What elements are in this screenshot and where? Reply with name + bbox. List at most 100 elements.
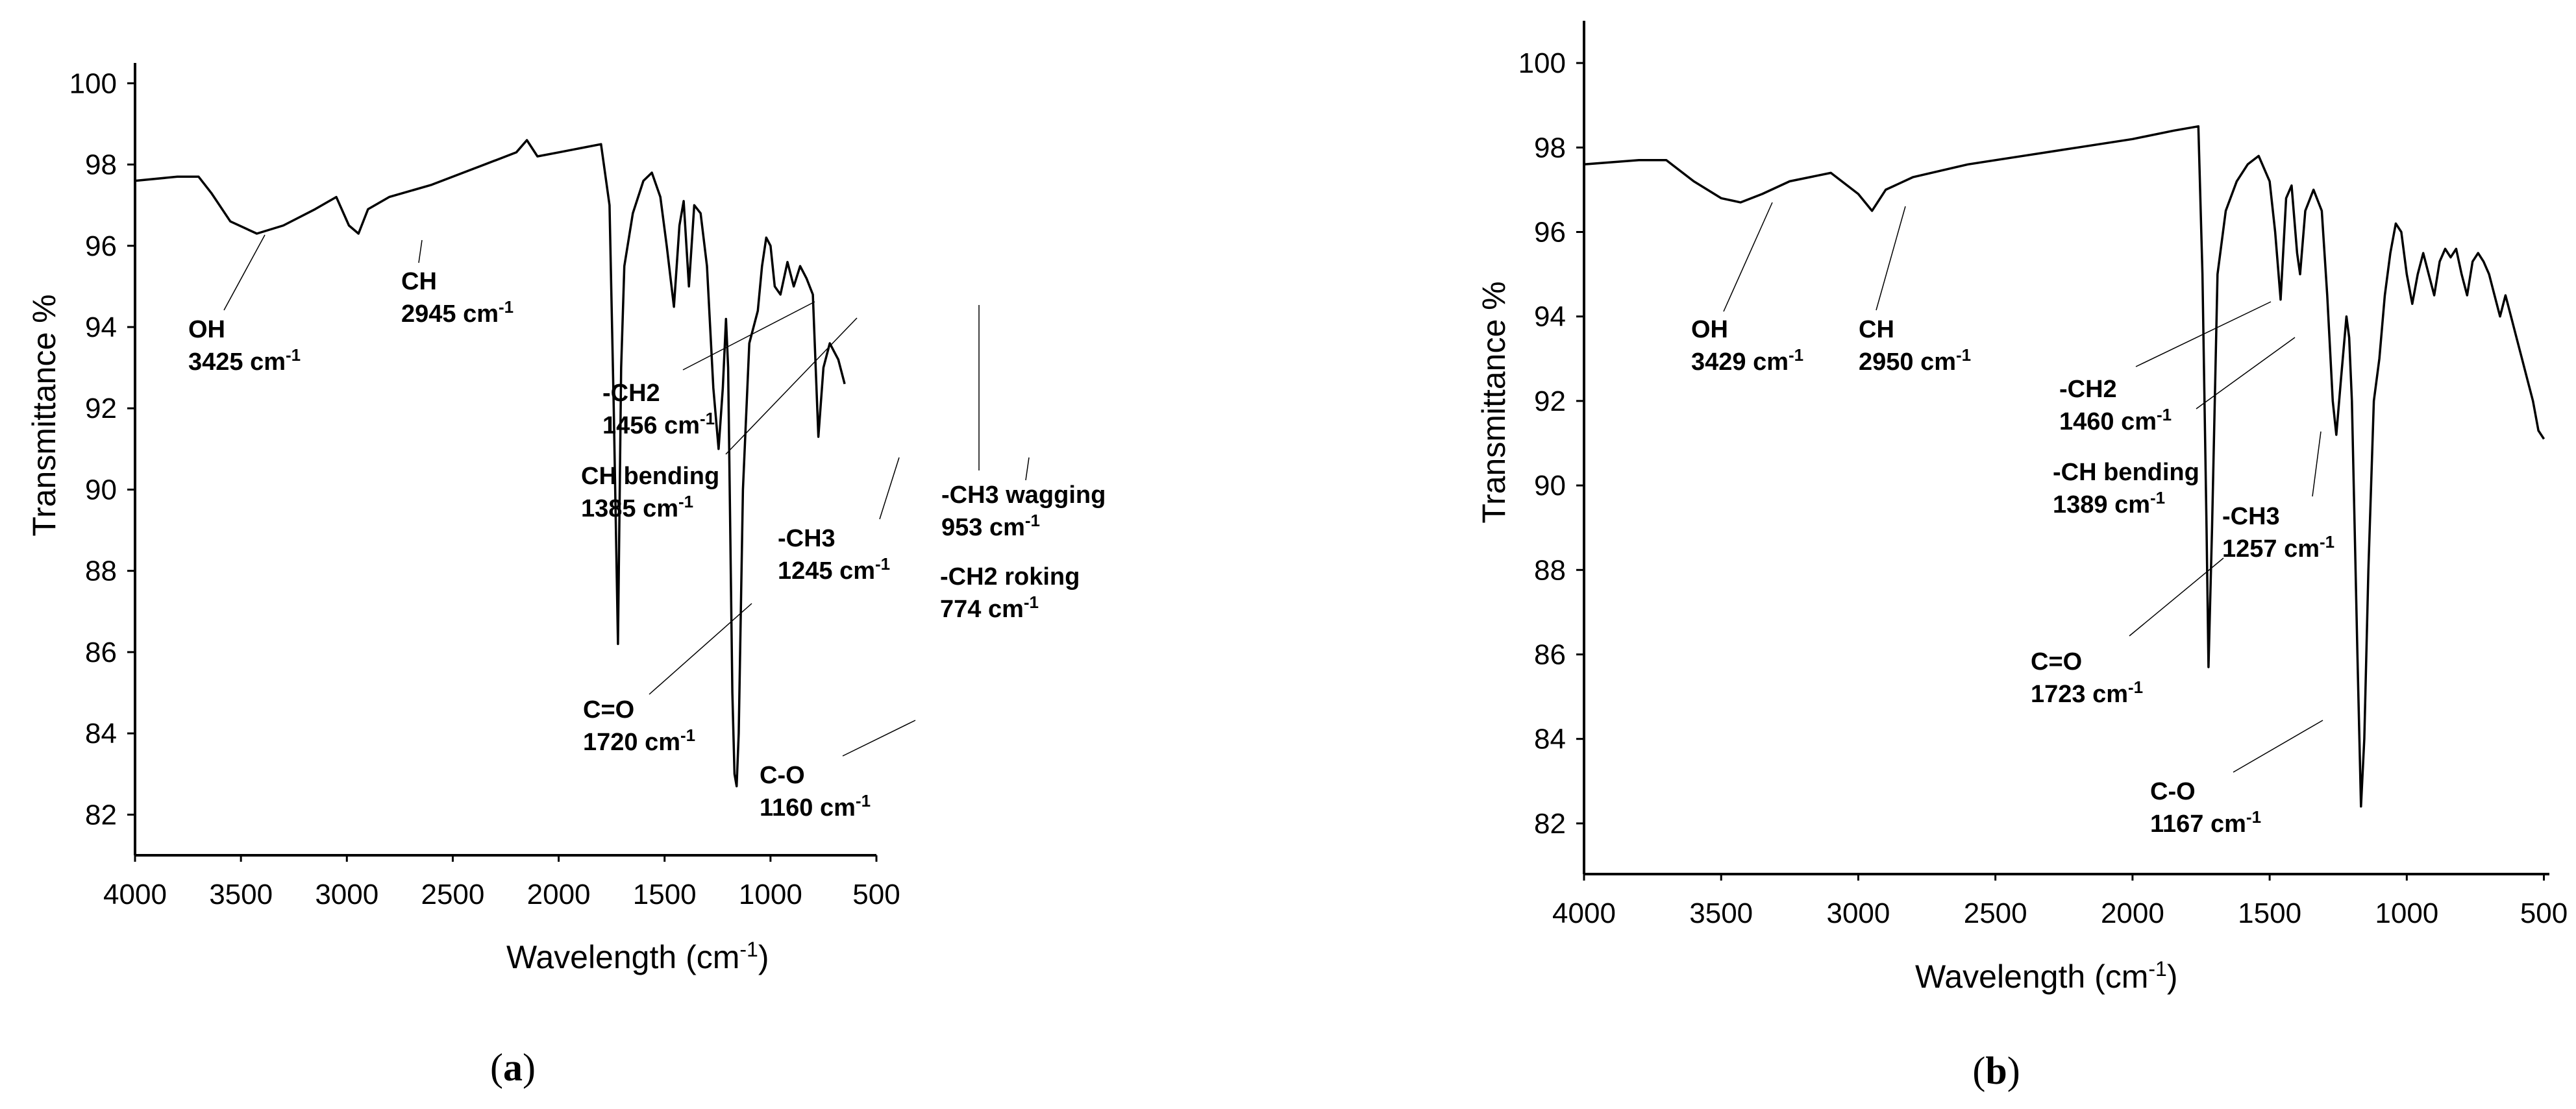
annotation-wavenumber-value: 2945 cm: [401, 300, 499, 328]
annotation-leader-line: [2135, 301, 2272, 367]
x-tick-label: 3500: [209, 879, 273, 910]
annotation-wavenumber: 774 cm-1: [940, 592, 1039, 623]
x-tick-label: 3500: [1689, 897, 1753, 929]
annotation-wavenumber: 1385 cm-1: [581, 492, 693, 522]
y-tick-label: 88: [1534, 554, 1566, 586]
annotation-leader-line: [725, 317, 858, 455]
annotation-label: -CH3: [2222, 503, 2280, 530]
y-tick-label: 90: [85, 474, 117, 506]
annotation-label: OH: [188, 316, 225, 343]
annotation-wavenumber-value: 1245 cm: [778, 557, 875, 585]
annotation-wavenumber-sup: -1: [2128, 677, 2143, 697]
annotation-leader-line: [879, 457, 900, 520]
annotation-wavenumber-value: 1385 cm: [581, 495, 678, 522]
y-tick-label: 100: [1518, 47, 1566, 79]
annotation-wavenumber-sup: -1: [2320, 532, 2334, 552]
annotation-wavenumber-sup: -1: [680, 725, 695, 745]
annotation-label: C=O: [583, 696, 634, 724]
spectrum-line: [1583, 125, 2545, 808]
annotation-wavenumber-value: 3425 cm: [188, 348, 286, 376]
annotation-label: CH: [1859, 316, 1894, 343]
annotation-wavenumber-sup: -1: [2150, 488, 2165, 507]
annotation-leader-line: [223, 234, 266, 311]
annotation-leader-line: [682, 301, 815, 371]
annotation-leader-line: [842, 720, 916, 757]
y-tick-label: 86: [1534, 639, 1566, 670]
annotation-wavenumber: 1456 cm-1: [602, 409, 715, 439]
annotation-wavenumber-value: 1456 cm: [602, 412, 700, 439]
y-tick-label: 98: [85, 149, 117, 181]
y-tick-label: 82: [85, 799, 117, 831]
annotation-wavenumber: 3429 cm-1: [1691, 345, 1803, 376]
panel-label-letter: a: [503, 1046, 523, 1089]
annotation-wavenumber-sup: -1: [499, 297, 514, 317]
annotation-wavenumber-sup: -1: [856, 791, 871, 810]
annotation-wavenumber-sup: -1: [1024, 592, 1039, 612]
annotation-leader-line: [649, 603, 752, 695]
annotation-leader-line: [1876, 206, 1906, 311]
annotation-wavenumber-sup: -1: [700, 409, 715, 428]
annotation-wavenumber: 3425 cm-1: [188, 345, 301, 376]
y-tick-label: 96: [85, 230, 117, 262]
x-tick-label: 1000: [2375, 897, 2438, 929]
panel-label-open: (: [490, 1046, 503, 1089]
annotation-wavenumber-value: 2950 cm: [1859, 348, 1956, 376]
annotation-label: -CH2 roking: [940, 563, 1080, 591]
x-tick-label: 500: [2520, 897, 2568, 929]
panel-label-open: (: [1972, 1049, 1985, 1092]
annotation-wavenumber-sup: -1: [875, 554, 890, 574]
annotation-wavenumber: 1160 cm-1: [760, 791, 871, 822]
x-tick-label: 2000: [527, 879, 591, 910]
panel-label: (b): [1972, 1049, 2020, 1092]
x-axis-title-main: Wavelength (cm: [506, 939, 739, 975]
x-axis-title-main: Wavelength (cm: [1915, 958, 2148, 995]
annotation-wavenumber: 953 cm-1: [941, 511, 1040, 541]
annotation-label: C-O: [760, 762, 805, 789]
y-tick-label: 84: [85, 718, 117, 749]
x-tick-label: 3000: [315, 879, 378, 910]
annotation-label: -CH3: [778, 525, 836, 552]
y-axis-title: Transmittance %: [26, 294, 62, 536]
y-tick-label: 92: [1534, 385, 1566, 417]
x-tick-label: 1500: [2238, 897, 2301, 929]
annotation-leader-line: [2196, 337, 2296, 409]
annotation-leader-line: [1025, 457, 1030, 481]
annotation-wavenumber: 1720 cm-1: [583, 725, 695, 756]
panel-label-letter: b: [1985, 1049, 2007, 1092]
x-tick-label: 2500: [421, 879, 484, 910]
x-tick-label: 2500: [1964, 897, 2027, 929]
y-tick-label: 98: [1534, 132, 1566, 164]
annotation-label: -CH3 wagging: [941, 481, 1106, 509]
y-tick-label: 82: [1534, 808, 1566, 840]
annotation-leader-line: [1723, 202, 1773, 312]
annotation-leader-line: [2129, 557, 2224, 637]
annotation-leader-line: [2312, 431, 2322, 497]
annotation-wavenumber-sup: -1: [2157, 405, 2172, 424]
panel-label: (a): [490, 1046, 536, 1089]
x-tick-label: 2000: [2101, 897, 2164, 929]
x-tick-label: 1500: [633, 879, 697, 910]
panel-b: 100 98 96 94 92 90 88 86 84 82 4000 3500 3000 2500 200…: [1476, 21, 2568, 1092]
annotation-wavenumber-value: 774 cm: [940, 596, 1024, 623]
x-axis-title-sup: -1: [2148, 957, 2166, 981]
annotation-leader-line: [418, 239, 423, 263]
annotation-leader-line: [2233, 720, 2323, 773]
y-tick-label: 88: [85, 555, 117, 587]
x-tick-label: 1000: [739, 879, 802, 910]
y-tick-label: 94: [1534, 301, 1566, 333]
x-axis-title-end: ): [758, 939, 769, 975]
annotation-label: -CH2: [602, 380, 660, 407]
y-axis-title: Transmittance %: [1476, 281, 1512, 523]
annotation-wavenumber-sup: -1: [678, 492, 693, 511]
annotation-wavenumber-value: 1160 cm: [760, 794, 856, 822]
annotation-label: C=O: [2031, 648, 2082, 676]
annotation-wavenumber-sup: -1: [1956, 345, 1971, 365]
y-tick-label: 92: [85, 393, 117, 424]
y-tick-label: 84: [1534, 724, 1566, 755]
y-tick-label: 94: [85, 311, 117, 343]
panel-label-close: ): [523, 1046, 536, 1089]
annotation-wavenumber-value: 1460 cm: [2059, 408, 2157, 435]
annotation-wavenumber: 1167 cm-1: [2150, 807, 2261, 838]
annotation-wavenumber-sup: -1: [1025, 511, 1040, 530]
annotation-label: CH bending: [581, 463, 719, 490]
